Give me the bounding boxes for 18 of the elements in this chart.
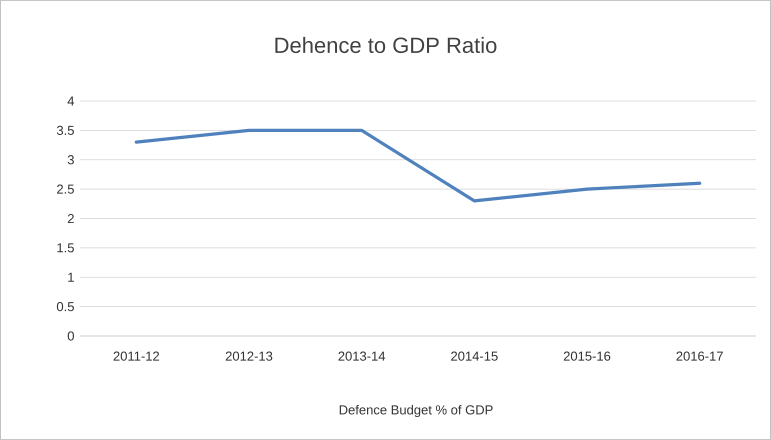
- x-tick-label: 2016-17: [676, 352, 723, 361]
- x-tick-label: 2011-12: [114, 352, 160, 361]
- line-series: [134, 128, 702, 202]
- y-tick-label: 1: [68, 272, 74, 282]
- chart-title: Dehence to GDP Ratio: [275, 36, 496, 54]
- y-tick-label: 4: [68, 96, 74, 106]
- y-tick-label: 1.5: [57, 243, 74, 252]
- y-tick-label: 2: [68, 214, 74, 224]
- y-tick-label: 3.5: [56, 126, 74, 135]
- x-axis-title: Defence Budget % of GDP: [340, 404, 493, 418]
- y-tick-label: 0: [68, 331, 74, 341]
- y-tick-label: 2.5: [57, 184, 74, 194]
- x-tick-label: 2014-15: [451, 352, 498, 361]
- x-tick-label: 2015-16: [564, 352, 610, 361]
- x-tick-label: 2013-14: [338, 352, 386, 361]
- x-tick-label: 2012-13: [226, 352, 272, 361]
- y-tick-label: 0.5: [56, 302, 74, 312]
- y-tick-label: 3: [68, 155, 74, 164]
